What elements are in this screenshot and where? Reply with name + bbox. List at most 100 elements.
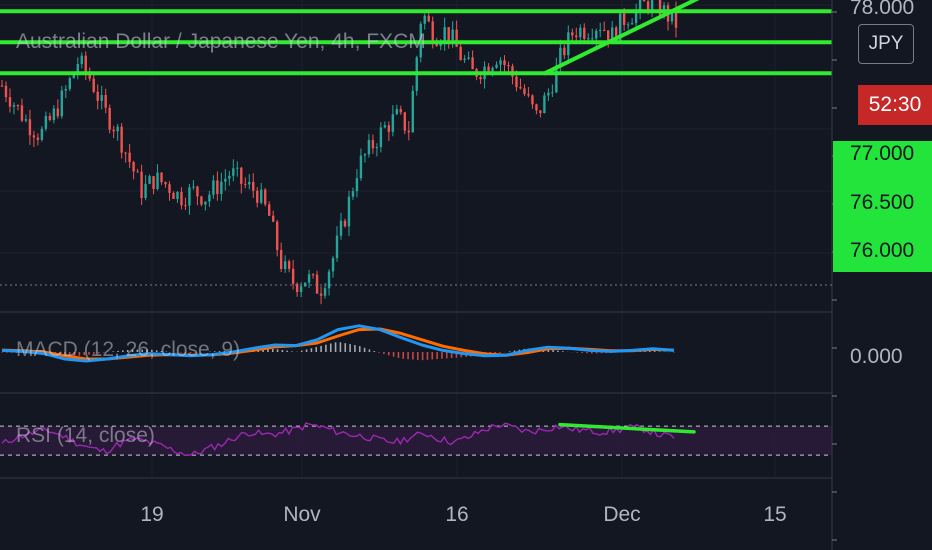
candle-body xyxy=(391,114,395,132)
candle-body xyxy=(339,220,343,236)
price-axis-highlight xyxy=(833,141,932,272)
candle-body xyxy=(459,46,462,61)
candle-body xyxy=(44,115,48,129)
candle-body xyxy=(148,176,151,184)
candle-body xyxy=(571,32,574,36)
candle-body xyxy=(479,76,482,80)
candle-body xyxy=(319,293,323,296)
candle-body xyxy=(204,201,207,205)
candle-body xyxy=(543,95,546,114)
rsi-divergence-line xyxy=(558,422,696,434)
candle-body xyxy=(375,147,379,149)
candle-body xyxy=(88,71,91,79)
candle-body xyxy=(112,129,115,132)
candle-body xyxy=(156,172,159,189)
candle-body xyxy=(327,271,331,289)
candle-body xyxy=(355,178,359,192)
candle-body xyxy=(287,261,291,269)
candle-body xyxy=(224,178,227,182)
candle-body xyxy=(634,10,638,24)
candle-body xyxy=(168,184,171,193)
time-tick-label: Nov xyxy=(283,503,321,526)
candle-body xyxy=(467,57,470,59)
candle-body xyxy=(220,181,223,195)
candle-body xyxy=(403,112,407,131)
candle-body xyxy=(188,187,191,206)
candle-body xyxy=(248,181,251,185)
price-tick-label: 77.000 xyxy=(850,142,915,165)
countdown-badge: 52:30 xyxy=(858,85,932,125)
trendline xyxy=(543,0,700,76)
candle-body xyxy=(603,29,606,31)
trend-drawings[interactable] xyxy=(543,0,710,434)
macd-label: MACD (12, 26, close, 9) xyxy=(16,338,241,361)
candle-body xyxy=(618,13,622,42)
candle-body xyxy=(463,58,466,61)
candle-body xyxy=(20,105,24,121)
candle-body xyxy=(431,21,434,44)
candle-body xyxy=(48,115,52,120)
candle-body xyxy=(232,168,235,176)
candle-body xyxy=(646,1,650,10)
candle-body xyxy=(291,268,295,284)
candle-body xyxy=(172,192,175,199)
candle-body xyxy=(24,119,28,121)
candle-body xyxy=(64,88,68,91)
candle-body xyxy=(435,43,438,46)
candle-body xyxy=(76,64,79,73)
candle-body xyxy=(523,88,526,94)
candle-body xyxy=(116,126,119,132)
macd-line xyxy=(1,324,675,363)
candle-body xyxy=(264,189,267,205)
candle-body xyxy=(144,183,147,198)
candle-body xyxy=(84,55,87,72)
candle-body xyxy=(68,78,71,89)
candle-body xyxy=(527,93,530,96)
candle-body xyxy=(184,205,187,207)
candle-body xyxy=(555,65,558,93)
currency-badge[interactable]: JPY xyxy=(858,24,914,64)
candle-body xyxy=(411,90,414,133)
candle-body xyxy=(451,29,454,41)
candle-body xyxy=(200,196,203,205)
candle-body xyxy=(196,186,199,197)
time-tick-label: 16 xyxy=(445,503,469,526)
candle-body xyxy=(614,27,618,42)
candle-body xyxy=(96,91,99,101)
candle-body xyxy=(279,249,283,270)
candle-body xyxy=(164,182,167,185)
candle-body xyxy=(108,107,111,130)
candle-body xyxy=(240,167,243,184)
candle-body xyxy=(56,108,60,117)
candle-body xyxy=(80,55,83,65)
chart-title: Australian Dollar / Japanese Yen, 4h, FX… xyxy=(16,30,426,53)
candle-body xyxy=(72,72,75,79)
candle-body xyxy=(212,180,215,195)
candle-body xyxy=(136,171,139,173)
candle-body xyxy=(160,172,163,183)
price-tick-label: 76.500 xyxy=(850,191,915,214)
candle-body xyxy=(299,286,303,292)
candle-body xyxy=(587,38,590,40)
macd-tick-label: 0.000 xyxy=(850,345,903,368)
candle-body xyxy=(591,38,594,40)
candle-body xyxy=(100,94,103,101)
candle-body xyxy=(407,130,410,133)
candle-body xyxy=(622,13,626,25)
candle-body xyxy=(471,57,474,70)
horizontal-lines[interactable] xyxy=(0,9,832,76)
candle-body xyxy=(0,85,4,87)
candle-body xyxy=(583,27,586,39)
candle-body xyxy=(176,191,179,199)
price-candles xyxy=(0,0,678,305)
candle-body xyxy=(335,235,339,259)
candle-body xyxy=(275,221,279,250)
candle-body xyxy=(599,29,602,31)
candle-body xyxy=(303,282,307,287)
candle-body xyxy=(8,97,12,107)
rsi-line xyxy=(1,422,675,457)
rsi-label: RSI (14, close) xyxy=(16,424,155,447)
candle-body xyxy=(630,23,634,25)
candle-body xyxy=(216,180,219,195)
